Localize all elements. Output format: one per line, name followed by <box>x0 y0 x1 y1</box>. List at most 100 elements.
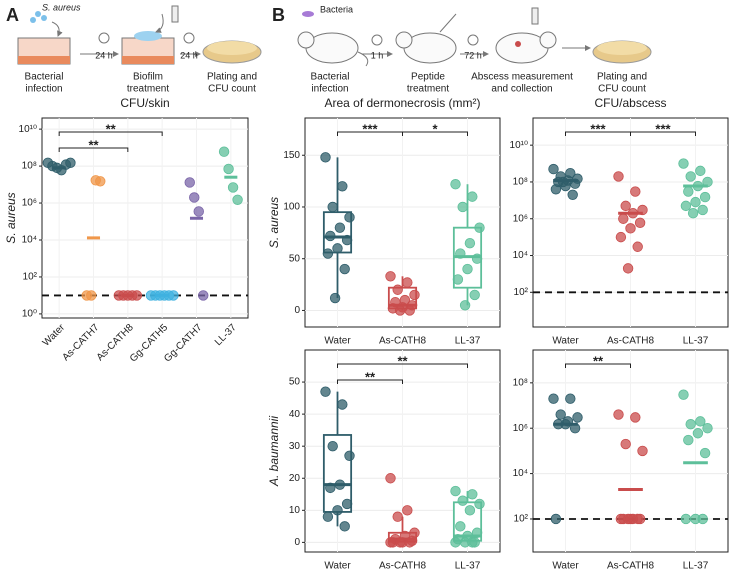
data-point <box>474 498 485 510</box>
data-point <box>385 271 396 282</box>
x-tick-label: As-CATH8 <box>607 561 654 570</box>
data-point <box>385 473 396 484</box>
data-point <box>467 537 478 548</box>
data-point <box>218 146 230 157</box>
x-tick-label: As-CATH8 <box>379 336 426 347</box>
data-point <box>337 399 348 410</box>
data-point <box>555 409 566 420</box>
significance-label: *** <box>590 121 606 136</box>
data-point <box>565 393 576 404</box>
data-point <box>334 479 346 490</box>
x-tick-label: LL-37 <box>683 561 709 570</box>
data-point <box>699 191 711 203</box>
data-point <box>86 290 97 301</box>
x-tick-label: Water <box>324 336 351 347</box>
data-point <box>625 223 636 234</box>
y-tick-label: 0 <box>294 305 300 316</box>
data-point <box>320 152 331 163</box>
significance-bracket <box>565 363 631 368</box>
organism: Bacteria <box>320 4 353 14</box>
data-point <box>232 194 243 205</box>
y-tick-label: 10⁴ <box>513 250 528 261</box>
data-point <box>462 263 473 275</box>
data-point <box>469 289 480 301</box>
y-tick-label: 10⁶ <box>513 213 528 224</box>
step: Plating and <box>597 72 647 83</box>
significance-label: ** <box>593 353 604 368</box>
data-point <box>455 248 466 259</box>
data-point <box>620 438 631 450</box>
y-tick-label: 0 <box>294 537 300 548</box>
significance-label: ** <box>88 137 99 152</box>
significance-bracket <box>402 131 468 136</box>
data-point <box>325 230 336 242</box>
data-point <box>702 423 713 434</box>
step: treatment <box>127 84 169 95</box>
significance-bracket <box>337 363 468 368</box>
y-axis-label: A. baumannii <box>267 416 281 487</box>
time: 24 h <box>180 50 198 60</box>
data-point <box>168 290 179 301</box>
data-point <box>615 231 627 243</box>
significance-label: *** <box>362 121 378 136</box>
y-tick-label: 10⁴ <box>22 235 37 246</box>
x-tick-label: Gg-CATH7 <box>162 322 205 365</box>
data-point <box>95 176 106 187</box>
data-point <box>548 163 559 175</box>
data-point <box>690 196 701 208</box>
step: and collection <box>491 84 552 95</box>
x-tick-label: LL-37 <box>683 336 709 347</box>
data-point <box>457 201 468 213</box>
data-point <box>683 434 694 446</box>
y-tick-label: 10⁰ <box>22 309 37 320</box>
data-point <box>550 513 562 525</box>
data-point <box>613 409 624 420</box>
step: CFU count <box>208 84 256 95</box>
data-point <box>322 511 334 522</box>
schematic-b <box>297 7 652 67</box>
data-point <box>344 450 355 462</box>
data-point <box>548 393 559 404</box>
schematic-a <box>17 5 262 65</box>
data-point <box>332 243 343 254</box>
x-tick-label: LL-37 <box>455 336 481 347</box>
data-point <box>332 505 343 516</box>
y-tick-label: 50 <box>289 253 301 264</box>
time: 24 h <box>95 50 113 60</box>
data-point <box>692 428 704 439</box>
y-tick-label: 10¹⁰ <box>510 140 528 151</box>
data-point <box>327 201 338 213</box>
y-tick-label: 10⁸ <box>22 161 37 172</box>
data-point <box>680 200 692 212</box>
data-point <box>409 289 420 301</box>
data-point <box>394 305 406 316</box>
data-point <box>459 300 471 311</box>
data-point <box>687 208 699 219</box>
data-point <box>402 505 413 516</box>
data-point <box>450 537 461 548</box>
data-point <box>567 189 578 201</box>
x-tick-label: LL-37 <box>455 561 481 570</box>
data-point <box>632 241 643 252</box>
data-point <box>198 290 209 301</box>
data-point <box>695 165 706 177</box>
data-point <box>471 253 483 264</box>
time: 72 h <box>464 50 482 60</box>
data-point <box>613 171 624 182</box>
time: 1 h <box>371 50 384 60</box>
data-point <box>320 386 331 397</box>
step: CFU count <box>598 84 646 95</box>
data-point <box>339 263 350 275</box>
y-tick-label: 10⁸ <box>513 377 528 388</box>
data-point <box>474 222 485 233</box>
data-point <box>189 192 200 203</box>
y-tick-label: 10 <box>289 505 301 516</box>
y-tick-label: 100 <box>283 202 300 213</box>
data-point <box>227 182 239 193</box>
data-point <box>344 212 355 223</box>
data-point <box>634 217 646 229</box>
data-point <box>622 263 634 274</box>
data-point <box>322 248 334 259</box>
y-tick-label: 10⁸ <box>513 177 528 188</box>
